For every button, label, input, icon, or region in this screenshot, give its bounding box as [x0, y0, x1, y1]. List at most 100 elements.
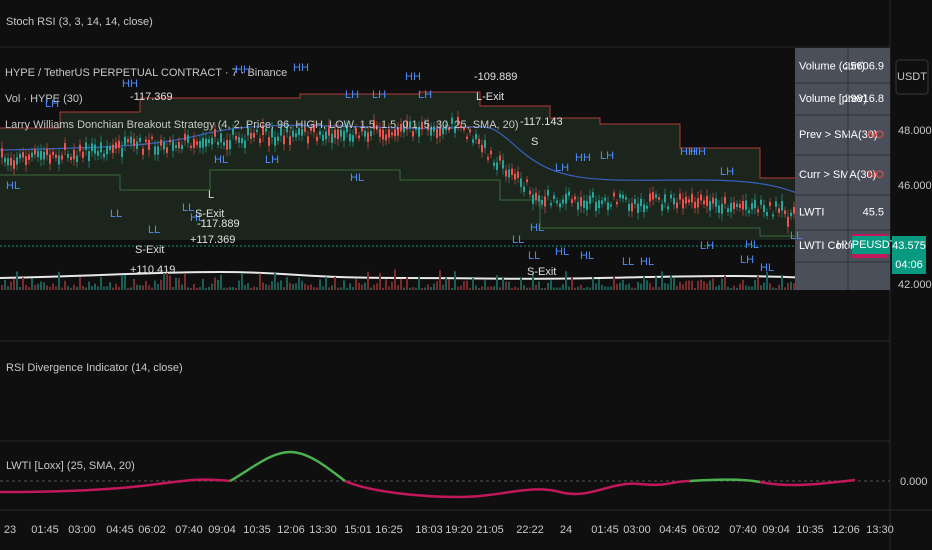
- volume-bar: [763, 282, 765, 290]
- volume-bar: [454, 271, 456, 290]
- candle: [340, 129, 342, 137]
- indicator-title: Stoch RSI (3, 3, 14, 14, close): [6, 16, 153, 28]
- currency-button[interactable]: [895, 59, 929, 95]
- volume-bar: [16, 271, 18, 290]
- volume-bar: [214, 277, 216, 290]
- candle: [775, 201, 777, 207]
- candle: [412, 131, 414, 137]
- candle: [253, 132, 255, 138]
- candle: [319, 131, 321, 135]
- candle: [754, 199, 756, 209]
- volume-bar: [622, 279, 624, 290]
- volume-bar: [343, 280, 345, 290]
- candle: [121, 147, 123, 157]
- volume-bar: [538, 281, 540, 290]
- price-chart: [0, 91, 890, 290]
- volume-bar: [229, 286, 231, 290]
- volume-bar: [733, 285, 735, 290]
- candle: [691, 193, 693, 203]
- volume-bar: [349, 283, 351, 290]
- candle: [562, 199, 564, 204]
- candle: [700, 194, 702, 201]
- candle: [187, 135, 189, 143]
- volume-bar: [121, 274, 123, 290]
- volume-bar: [481, 286, 483, 290]
- volume-bar: [82, 285, 84, 290]
- candle: [370, 130, 372, 137]
- volume-bar: [685, 281, 687, 290]
- candle: [424, 121, 426, 125]
- pivot-label: HL: [214, 154, 228, 166]
- candle: [169, 139, 171, 143]
- time-label: 07:40: [729, 524, 757, 536]
- volume-bar: [1, 284, 3, 290]
- candle: [286, 125, 288, 133]
- volume-bar: [133, 278, 135, 290]
- candle: [742, 200, 744, 210]
- pivot-label: LH: [720, 166, 734, 178]
- candle: [310, 127, 312, 131]
- candle: [349, 133, 351, 142]
- time-label: 04:45: [106, 524, 134, 536]
- volume-bar: [400, 278, 402, 290]
- volume-bar: [661, 271, 663, 290]
- candle: [199, 141, 201, 148]
- volume-bar: [112, 287, 114, 290]
- candle: [34, 149, 36, 155]
- lwti-title: LWTI [Loxx] (25, SMA, 20): [6, 460, 135, 472]
- volume-bar: [325, 276, 327, 290]
- candle: [784, 210, 786, 215]
- candle: [427, 123, 429, 131]
- volume-bar: [43, 282, 45, 290]
- candle: [280, 126, 282, 136]
- volume-bar: [706, 283, 708, 290]
- volume-bar: [91, 286, 93, 290]
- candle: [610, 204, 612, 207]
- volume-bar: [73, 284, 75, 290]
- trade-label: -117.889: [197, 218, 240, 230]
- candle: [478, 138, 480, 144]
- candle: [31, 152, 33, 158]
- candle: [535, 192, 537, 200]
- candle: [52, 151, 54, 156]
- volume-bar: [466, 280, 468, 290]
- currency[interactable]: USDT: [897, 71, 927, 83]
- candle: [379, 128, 381, 137]
- row-value: NO: [868, 169, 885, 181]
- volume-bar: [232, 287, 234, 290]
- candle: [532, 194, 534, 204]
- trade-label: S: [531, 136, 538, 148]
- candle: [508, 169, 510, 178]
- time-label: 24: [560, 524, 572, 536]
- candle: [292, 130, 294, 137]
- row-value: 29816.8: [844, 93, 884, 105]
- trade-label: S-Exit: [527, 266, 556, 278]
- volume-bar: [496, 275, 498, 290]
- candle: [580, 197, 582, 207]
- volume-bar: [100, 276, 102, 290]
- volume-bar: [457, 286, 459, 290]
- candle: [28, 154, 30, 160]
- pivot-label: HL: [555, 246, 569, 258]
- volume-bar: [526, 287, 528, 290]
- volume-bar: [280, 280, 282, 290]
- volume-bar: [718, 285, 720, 290]
- candle: [541, 199, 543, 205]
- candle: [307, 136, 309, 144]
- candle: [676, 202, 678, 209]
- time-label: 03:00: [68, 524, 96, 536]
- volume-bar: [433, 283, 435, 290]
- volume-bar: [115, 283, 117, 290]
- volume-bar: [166, 269, 168, 290]
- candle: [61, 155, 63, 160]
- volume-bar: [784, 287, 786, 290]
- last-price-bg: [892, 236, 926, 274]
- volume-bar: [649, 283, 651, 290]
- candle: [679, 193, 681, 200]
- candle: [76, 155, 78, 163]
- candle: [748, 210, 750, 214]
- candle: [25, 156, 27, 166]
- candle: [7, 158, 9, 166]
- pivot-label: HH: [293, 62, 309, 74]
- candle: [385, 134, 387, 141]
